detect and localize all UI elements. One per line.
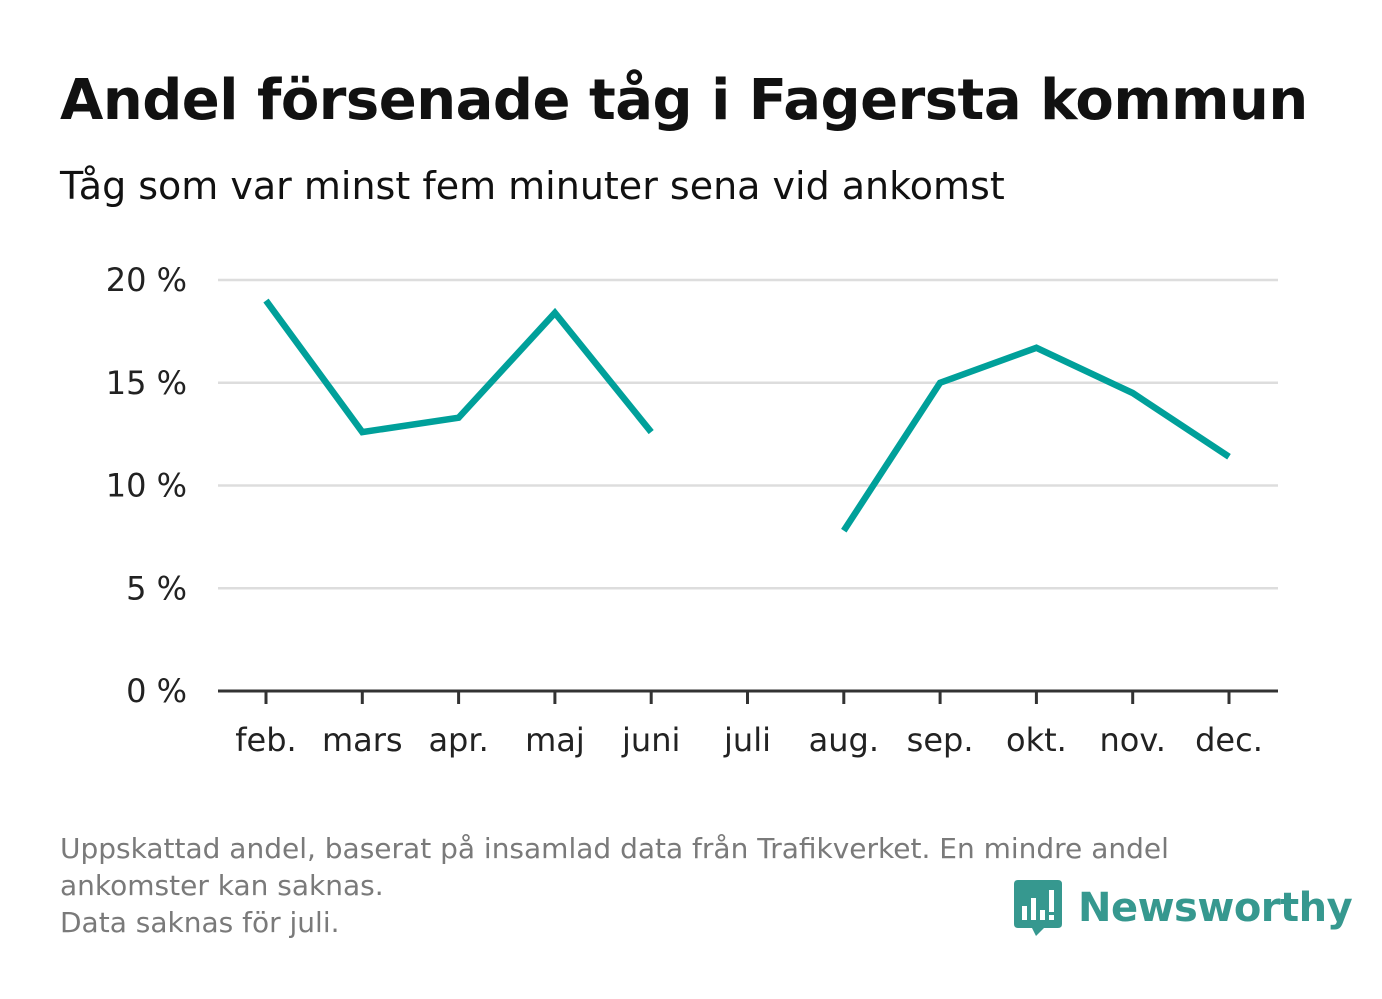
y-tick-label: 10 % — [106, 467, 187, 505]
x-axis-labels: feb. mars apr. maj juni juli aug. sep. okt. nov. d… — [235, 721, 1263, 759]
y-tick-label: 20 % — [106, 261, 187, 299]
brand-name: Newsworthy — [1078, 885, 1353, 931]
x-tick-label: dec. — [1195, 721, 1263, 759]
x-tick-label: juli — [723, 721, 771, 759]
chart-title: Andel försenade tåg i Fagersta kommun — [60, 68, 1308, 133]
x-tick-label: aug. — [809, 721, 879, 759]
series-line — [841, 344, 1231, 533]
x-tick-label: feb. — [235, 721, 296, 759]
series-group — [263, 298, 1231, 533]
x-tick-label: okt. — [1006, 721, 1067, 759]
grid-lines — [218, 278, 1278, 590]
footnote-line-1: Uppskattad andel, baserat på insamlad da… — [60, 832, 1169, 865]
x-axis-ticks — [264, 691, 1231, 704]
x-tick-label: maj — [525, 721, 585, 759]
series-line — [263, 298, 654, 436]
y-axis-labels: 0 % 5 % 10 % 15 % 20 % — [106, 261, 187, 710]
footnote: Uppskattad andel, baserat på insamlad da… — [60, 830, 1169, 941]
newsworthy-bars-icon — [1014, 880, 1062, 936]
x-tick-label: juni — [621, 721, 680, 759]
y-tick-label: 15 % — [106, 364, 187, 402]
x-tick-label: apr. — [428, 721, 488, 759]
x-tick-label: sep. — [907, 721, 974, 759]
x-tick-label: nov. — [1099, 721, 1165, 759]
footnote-line-3: Data saknas för juli. — [60, 906, 340, 939]
y-tick-label: 0 % — [126, 672, 187, 710]
newsworthy-logo: Newsworthy — [1012, 878, 1353, 938]
x-tick-label: mars — [322, 721, 403, 759]
chart-subtitle: Tåg som var minst fem minuter sena vid a… — [60, 164, 1005, 208]
footnote-line-2: ankomster kan saknas. — [60, 869, 384, 902]
y-tick-label: 5 % — [126, 569, 187, 607]
